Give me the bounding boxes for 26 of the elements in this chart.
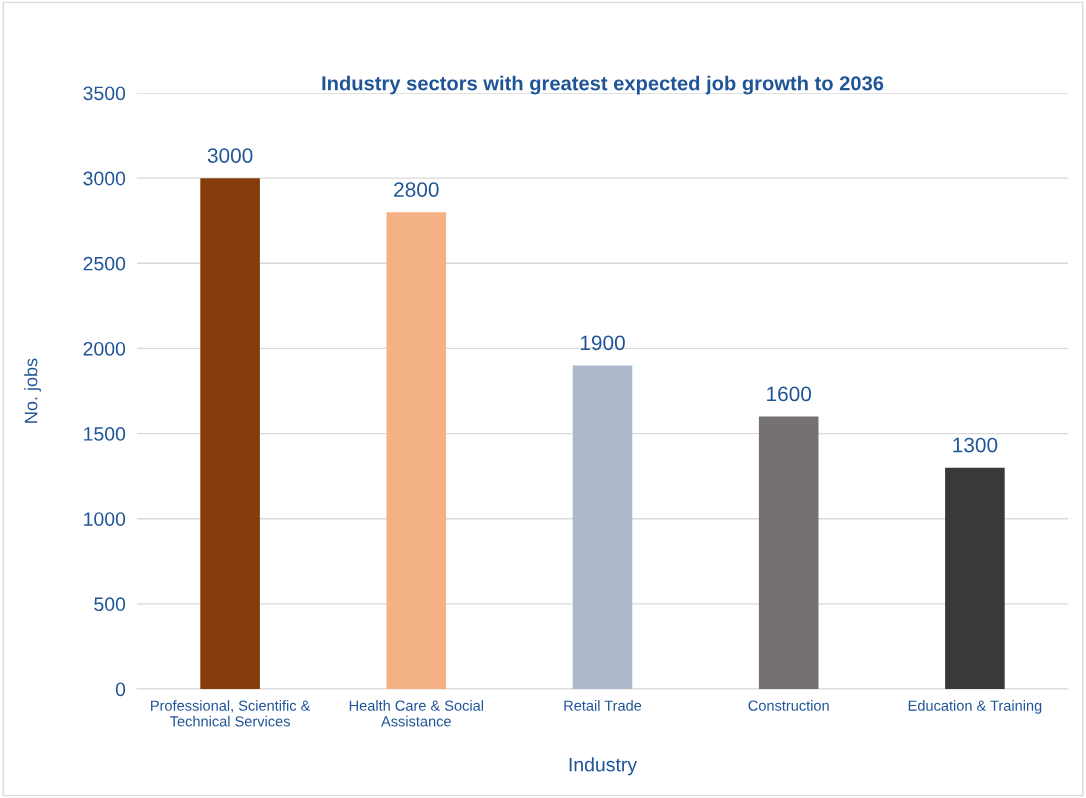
data-label: 3000 (207, 148, 253, 163)
chart-title: Industry sectors with greatest expected job growth to 2036 (322, 75, 884, 95)
y-tick-label: 1000 (84, 512, 126, 526)
x-tick-label: Health Care & Social Assistance (349, 700, 484, 727)
bar (386, 212, 447, 689)
data-label: 1600 (767, 386, 812, 402)
x-axis-title: Industry (569, 757, 638, 776)
y-tick-label: 0 (115, 682, 126, 697)
y-tick-label: 500 (94, 597, 126, 612)
y-tick-label: 3500 (83, 86, 126, 101)
data-label: 1300 (953, 437, 998, 453)
data-label: 1900 (580, 335, 625, 351)
bar (572, 365, 633, 689)
bar (200, 178, 260, 689)
y-tick-label: 2500 (83, 256, 126, 271)
y-axis-title: No. jobs (24, 358, 41, 423)
y-tick-label: 2000 (83, 341, 126, 356)
x-tick-label: Professional, Scientific & Technical Services (151, 700, 311, 727)
data-label: 2800 (394, 182, 439, 197)
x-tick-label: Education & Training (908, 700, 1042, 714)
x-tick-label: Construction (748, 700, 829, 711)
y-tick-label: 1500 (84, 427, 126, 441)
y-tick-label: 3000 (83, 171, 126, 186)
x-tick-label: Retail Trade (564, 700, 642, 711)
bar (945, 467, 1005, 689)
bar (758, 416, 819, 689)
